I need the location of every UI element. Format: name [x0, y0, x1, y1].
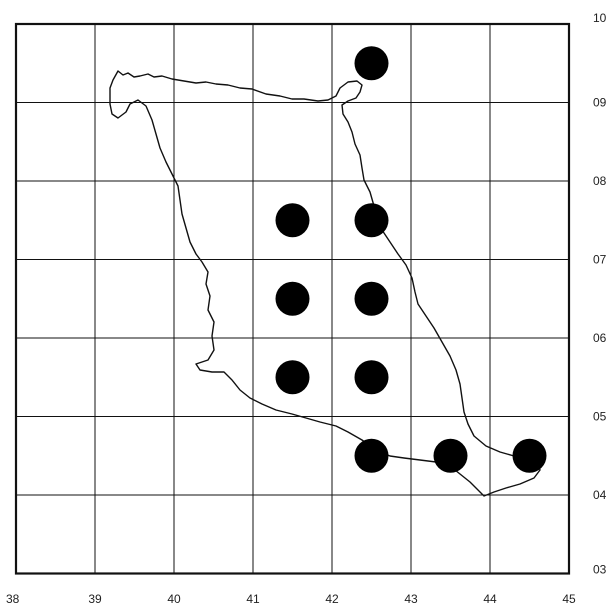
- occurrence-points: [275, 46, 547, 473]
- occurrence-dot: [275, 203, 310, 238]
- axis-labels: 38 39 40 41 42 43 44 45 10 09 08 07 06 05 04 03: [6, 11, 607, 606]
- occurrence-dot: [354, 203, 389, 238]
- grid-lines: [14, 22, 571, 575]
- occurrence-dot: [433, 438, 468, 473]
- occurrence-dot: [354, 438, 389, 473]
- x-tick-label: 44: [483, 592, 497, 606]
- x-tick-label: 41: [246, 592, 260, 606]
- y-tick-label: 03: [593, 563, 607, 577]
- x-tick-label: 42: [325, 592, 339, 606]
- region-outline: [109, 70, 541, 497]
- y-tick-label: 08: [593, 174, 607, 188]
- map-frame: [14, 22, 571, 575]
- y-tick-label: 05: [593, 410, 607, 424]
- x-tick-label: 39: [88, 592, 102, 606]
- x-tick-label: 43: [404, 592, 418, 606]
- occurrence-dot: [512, 438, 547, 473]
- x-tick-label: 45: [562, 592, 576, 606]
- y-tick-label: 04: [593, 488, 607, 502]
- occurrence-dot: [275, 281, 310, 316]
- x-tick-label: 38: [6, 592, 20, 606]
- y-tick-label: 09: [593, 96, 607, 110]
- y-tick-label: 06: [593, 331, 607, 345]
- x-tick-label: 40: [167, 592, 181, 606]
- occurrence-dot: [354, 281, 389, 316]
- y-tick-label: 10: [593, 11, 607, 25]
- y-tick-label: 07: [593, 253, 607, 267]
- occurrence-dot: [354, 360, 389, 395]
- occurrence-dot: [354, 46, 389, 81]
- occurrence-dot: [275, 360, 310, 395]
